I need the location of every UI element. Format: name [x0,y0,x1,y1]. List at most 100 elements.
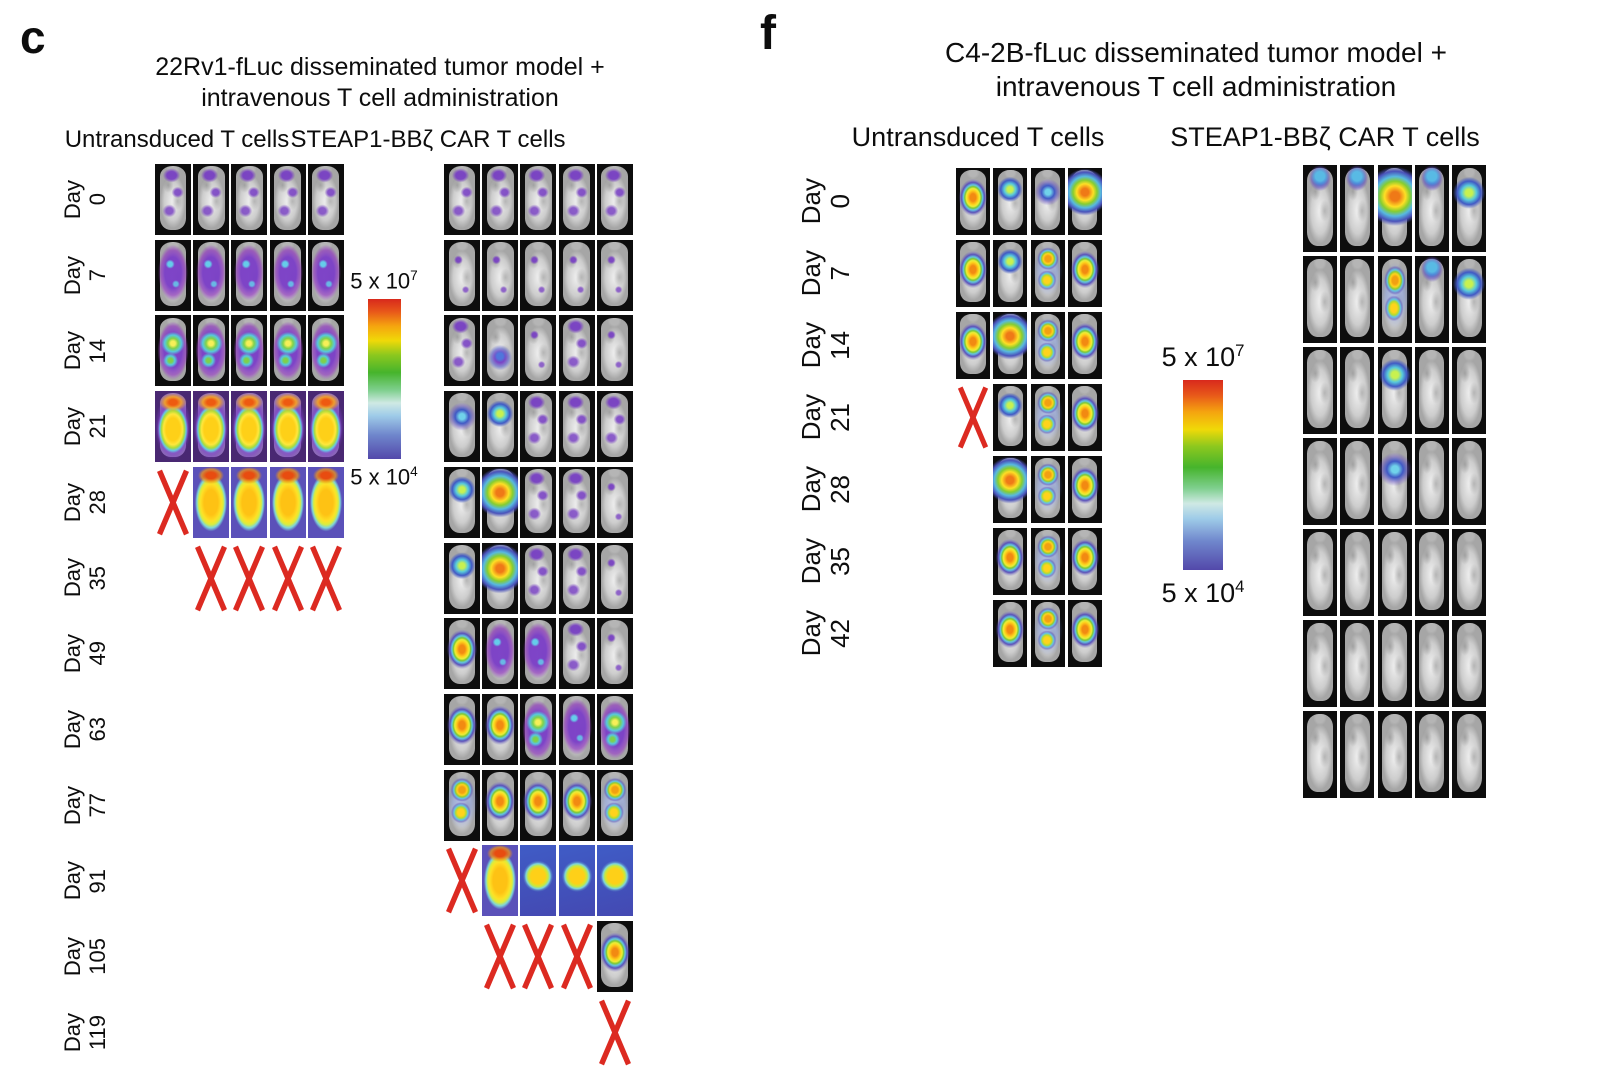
mouse-body [1344,440,1370,519]
mouse-image [596,618,633,690]
mouse-body [1344,258,1370,337]
bioluminescence-signal [1303,711,1337,798]
mouse-image [558,466,595,538]
mouse-image [1030,312,1065,379]
mouse-image [193,391,230,463]
mouse-body [1456,622,1482,701]
panel-c-title: 22Rv1-fLuc disseminated tumor model + in… [155,52,605,113]
bioluminescence-signal [1452,256,1487,343]
bioluminescence-signal [1414,165,1449,252]
mouse-image [482,542,519,614]
mouse-image [596,164,633,235]
bioluminescence-signal [993,456,1028,523]
mouse-image [1030,456,1065,523]
colorbar-max-label: 5 x 107 [1161,341,1245,372]
bioluminescence-signal [193,391,230,463]
bioluminescence-signal [1340,347,1374,434]
mouse-body [1307,531,1333,610]
mouse-image [269,466,306,538]
mouse-image [1414,529,1449,616]
mouse-image [520,466,557,538]
mouse-image [596,466,633,538]
mouse-image [520,693,557,765]
mouse-image [1414,438,1449,525]
mouse-image [231,466,268,538]
mouse-image [482,466,519,538]
bioluminescence-signal [269,164,306,235]
deceased-x-marker [193,543,229,614]
mouse-image [558,693,595,765]
mouse-image [1303,620,1337,707]
bioluminescence-signal [520,239,557,311]
mouse-image [193,466,230,538]
mouse-image [520,315,557,387]
bioluminescence-signal [193,239,230,311]
bioluminescence-signal [231,315,268,387]
mouse-body [1307,258,1333,337]
bioluminescence-signal [558,164,595,235]
x-icon [157,469,189,536]
mouse-image [558,542,595,614]
panel-c-title-line2: intravenous T cell administration [201,83,559,112]
mouse-image [993,312,1028,379]
mouse-image [596,693,633,765]
panel-c-car-header: STEAP1-BBζ CAR T cells [290,126,566,153]
bioluminescence-signal [1303,256,1337,343]
mouse-body [1307,713,1333,792]
bioluminescence-signal [558,315,595,387]
bioluminescence-signal [155,391,191,463]
deceased-x-marker [559,921,595,992]
mouse-body [1419,622,1445,701]
bioluminescence-signal [596,315,633,387]
mouse-image [1452,529,1487,616]
mouse-image [520,391,557,463]
bioluminescence-signal [269,466,306,538]
panel-c-letter: c [20,11,46,63]
colorbar-max-label: 5 x 107 [350,268,418,294]
bioluminescence-signal [482,315,519,387]
mouse-image [307,239,344,311]
mouse-body [1419,440,1445,519]
mouse-image [596,845,633,917]
mouse-image [1377,529,1412,616]
bioluminescence-signal [1340,165,1375,252]
mouse-image [444,542,480,614]
mouse-image [1452,711,1487,798]
x-icon [446,847,478,914]
bioluminescence-signal [956,240,990,307]
bioluminescence-signal [520,164,557,235]
bioluminescence-signal [482,164,519,235]
bioluminescence-signal [444,164,480,235]
bioluminescence-signal [1452,529,1486,616]
bioluminescence-signal [307,315,344,387]
mouse-image [444,164,480,235]
x-icon [560,923,593,990]
mouse-image [520,164,557,235]
mouse-image [596,391,633,463]
bioluminescence-signal [1067,240,1102,307]
panel-f-colorbar: 5 x 107 5 x 104 [1147,341,1259,609]
mouse-image [1414,165,1449,252]
bioluminescence-signal [482,239,519,311]
mouse-image [1067,384,1102,451]
bioluminescence-signal [307,391,344,463]
bioluminescence-signal [1340,256,1374,343]
x-icon [522,923,555,990]
mouse-image [1377,438,1412,525]
mouse-image [482,845,519,917]
deceased-x-marker [482,921,518,992]
x-icon [271,545,304,611]
mouse-body [1382,713,1408,792]
mouse-image [231,239,268,311]
bioluminescence-signal [482,769,519,841]
mouse-body [1419,713,1445,792]
bioluminescence-signal [1303,165,1337,252]
bioluminescence-signal [596,845,633,917]
bioluminescence-signal [193,466,230,538]
mouse-body [1456,349,1482,428]
bioluminescence-signal [231,164,268,235]
mouse-image [307,164,344,235]
